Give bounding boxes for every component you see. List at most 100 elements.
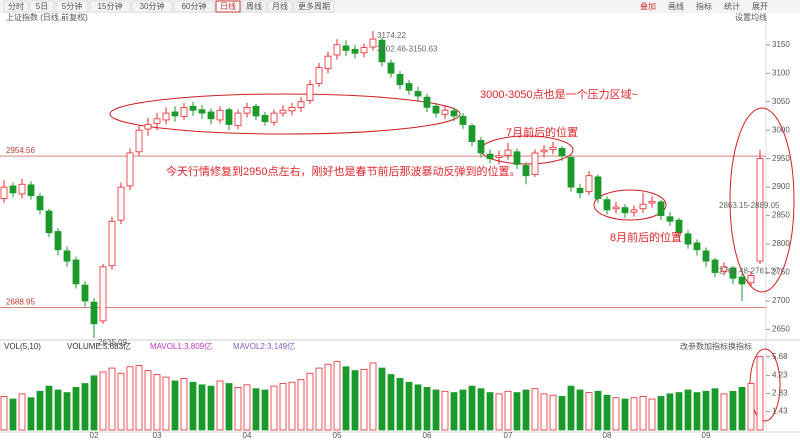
y-tick-label: 2650 [772, 325, 790, 334]
volume-bar [396, 377, 404, 431]
tool-button[interactable]: 指标 [696, 1, 712, 11]
candle-body [72, 259, 80, 285]
ellipse [109, 93, 461, 135]
candle-body [495, 155, 503, 158]
volume-bar [486, 392, 494, 431]
candle-body [630, 209, 638, 213]
volume-bar [333, 361, 341, 431]
period-label[interactable]: 5日 [36, 2, 48, 11]
volume-bar [144, 370, 152, 431]
volume-bar [531, 388, 539, 431]
period-label[interactable]: 更多周期 [298, 1, 330, 11]
volume-bar [540, 393, 548, 431]
candle-body [333, 44, 341, 56]
volume-bar [351, 370, 359, 431]
reference-label: 2688.95 [6, 297, 35, 306]
period-label[interactable]: 15分钟 [98, 1, 123, 11]
annotation: 今天行情修复到2950点左右，刚好也是春节前后那波暴动反弹到的位置。 [166, 164, 520, 178]
period-label[interactable]: 日线 [220, 1, 236, 11]
candle-body [171, 111, 179, 117]
volume-bar [756, 356, 764, 431]
indicator-action[interactable]: 改参数 [680, 341, 704, 351]
tool-button[interactable]: 统计 [724, 1, 740, 11]
candle-body [351, 48, 359, 54]
period-button[interactable] [89, 0, 131, 13]
candle-body [135, 129, 143, 153]
chart-title: 上证指数 (日线,前复权) [6, 12, 88, 22]
volume-bar [720, 393, 728, 431]
candle-body [594, 176, 602, 199]
candle-body [459, 116, 467, 125]
period-label[interactable]: 60分钟 [182, 1, 207, 11]
candle-body [360, 47, 368, 54]
volume-bar [495, 393, 503, 431]
candle-body [567, 157, 575, 188]
tool-button[interactable]: 叠加 [640, 1, 656, 11]
volume-bar [621, 398, 629, 431]
candle-body [324, 55, 332, 70]
period-button[interactable] [293, 0, 335, 13]
period-button[interactable] [3, 0, 29, 13]
volume-bar [378, 367, 386, 431]
candle-body [540, 149, 548, 153]
candle-body [189, 105, 197, 111]
volume-bar [702, 390, 710, 431]
volume-bar [9, 398, 17, 431]
volume-bar [414, 384, 422, 431]
period-button[interactable] [29, 0, 55, 13]
candle-body [108, 220, 116, 267]
candle-body [9, 185, 17, 194]
candle-body [153, 118, 161, 124]
volume-bar [72, 387, 80, 431]
candle-body [180, 107, 188, 117]
period-label[interactable]: 分时 [8, 1, 24, 11]
candle-body [405, 83, 413, 91]
candle-body [675, 219, 683, 234]
indicator-action[interactable]: 换指标 [728, 341, 752, 351]
volume-bar [648, 398, 656, 431]
volume-bar [711, 388, 719, 431]
period-label[interactable]: 周线 [246, 1, 262, 11]
candle-body [729, 267, 737, 279]
candle-body [369, 38, 377, 48]
period-button[interactable] [267, 0, 293, 13]
period-label[interactable]: 30分钟 [140, 1, 165, 11]
reference-label: 2954.56 [6, 146, 35, 155]
candle-body [126, 152, 134, 187]
volume-bar [153, 374, 161, 431]
volume-bar [270, 385, 278, 431]
indicator-action[interactable]: 加指标 [704, 341, 728, 351]
x-tick-label: 03 [153, 431, 162, 440]
x-tick-label: 04 [243, 431, 252, 440]
tool-button[interactable]: 画线 [668, 1, 684, 11]
candle-body [756, 158, 764, 262]
candle-body [639, 203, 647, 210]
annotation: 7月前后的位置 [506, 125, 578, 139]
candle-body [63, 250, 71, 262]
period-button[interactable] [173, 0, 215, 13]
candle-body [297, 101, 305, 108]
period-button[interactable] [215, 0, 241, 13]
x-tick-label: 05 [333, 431, 342, 440]
tool-button[interactable]: 展开 [752, 2, 768, 11]
candle-body [621, 207, 629, 214]
y-tick-label: 3050 [772, 97, 790, 106]
candle-body [144, 124, 152, 130]
candle-body [234, 112, 242, 127]
candle-body [387, 62, 395, 74]
period-button[interactable] [241, 0, 267, 13]
volume-bar [693, 392, 701, 431]
period-button[interactable] [55, 0, 89, 13]
period-label[interactable]: 月线 [272, 1, 288, 11]
volume-bar [225, 383, 233, 431]
price-label: 2760.48-2761.37 [719, 266, 780, 275]
volume-bar [639, 396, 647, 431]
volume-bar [450, 392, 458, 431]
annotation: 8月前后的位置 [610, 230, 682, 244]
setting[interactable]: 设置均线 [735, 12, 767, 22]
candle-body [684, 233, 692, 245]
period-label[interactable]: 5分钟 [62, 1, 82, 11]
period-button[interactable] [131, 0, 173, 13]
candle-body [486, 153, 494, 160]
